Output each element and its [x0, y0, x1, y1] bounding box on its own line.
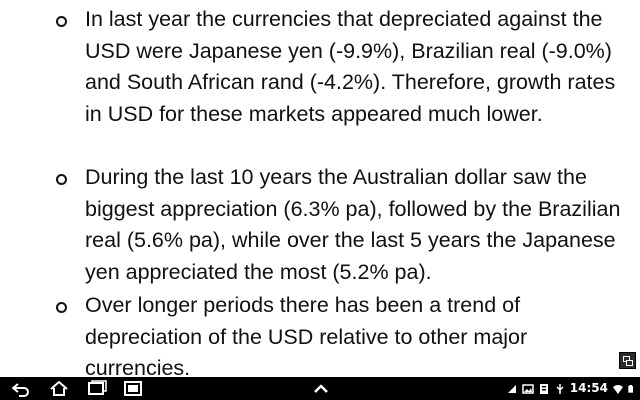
usb-icon [556, 383, 564, 394]
multi-window-icon[interactable] [619, 352, 636, 369]
bullet-marker-icon [56, 16, 67, 27]
home-icon[interactable] [48, 380, 70, 397]
bullet-marker-icon [56, 174, 67, 185]
back-icon[interactable] [10, 380, 32, 397]
download-icon [507, 384, 516, 393]
wifi-icon [613, 384, 623, 394]
battery-icon [628, 384, 633, 393]
status-bar[interactable]: 14:54 [506, 377, 636, 400]
clock: 14:54 [569, 381, 608, 395]
bullet-text: Over longer periods there has been a tre… [85, 293, 528, 376]
bullet-text: In last year the currencies that depreci… [85, 7, 616, 126]
bullet-marker-icon [56, 302, 67, 313]
system-navigation-bar: 14:54 [0, 377, 640, 400]
notification-icon [539, 383, 548, 394]
gallery-icon [522, 383, 534, 394]
slide-viewer: In last year the currencies that depreci… [56, 7, 636, 376]
screenshot-icon[interactable] [122, 380, 144, 397]
bullet-text: During the last 10 years the Australian … [85, 165, 621, 284]
chevron-up-icon[interactable] [310, 380, 332, 397]
recent-apps-icon[interactable] [86, 380, 108, 397]
